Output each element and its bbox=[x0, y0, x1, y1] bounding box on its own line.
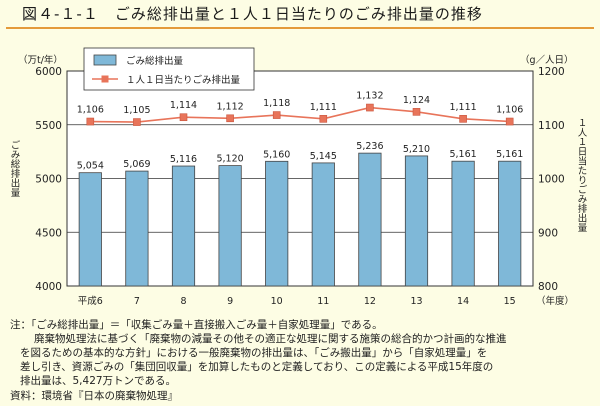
x-tick-label: 15 bbox=[504, 296, 516, 307]
line-point bbox=[319, 115, 328, 123]
left-tick-label: 5000 bbox=[35, 174, 62, 186]
right-tick-label: 1100 bbox=[538, 120, 565, 132]
x-tick-label: 12 bbox=[364, 296, 376, 307]
bar-value-label: 5,236 bbox=[356, 141, 383, 152]
left-tick-label: 4000 bbox=[35, 281, 62, 293]
x-tick-label: 13 bbox=[410, 296, 422, 307]
x-tick-label: 平成6 bbox=[78, 295, 103, 307]
title-rule bbox=[6, 27, 594, 29]
x-tick-label: 10 bbox=[271, 296, 283, 307]
right-tick-label: 1200 bbox=[538, 66, 565, 78]
line-point bbox=[412, 108, 421, 116]
line-point bbox=[505, 117, 514, 126]
bar bbox=[498, 160, 522, 287]
bar bbox=[218, 165, 242, 287]
bar-value-label: 5,054 bbox=[77, 161, 104, 172]
right-axis-unit: （g／人日） bbox=[520, 54, 574, 66]
x-tick-label: 14 bbox=[457, 296, 469, 307]
bar bbox=[125, 170, 149, 287]
legend-bar-swatch bbox=[93, 54, 117, 66]
note-line-3: を図るための基本的な方針」における一般廃棄物の排出量は、「ごみ搬出量」から「自家… bbox=[20, 347, 488, 359]
bar-value-label: 5,069 bbox=[123, 159, 150, 170]
bar-value-label: 5,161 bbox=[449, 149, 476, 160]
line-value-label: 1,111 bbox=[310, 102, 337, 113]
bar-value-label: 5,120 bbox=[216, 154, 243, 165]
note-line-2: 廃棄物処理法に基づく「廃棄物の減量その他その適正な処理に関する施策の総合的かつ計… bbox=[34, 333, 507, 345]
line-point bbox=[366, 103, 374, 112]
line-value-label: 1,118 bbox=[263, 98, 290, 109]
line-value-label: 1,105 bbox=[123, 105, 150, 116]
right-axis-label: １人１日当たりごみ排出量 bbox=[576, 118, 588, 232]
line-point bbox=[179, 113, 188, 122]
legend-line-label: １人１日当たりごみ排出量 bbox=[126, 74, 241, 86]
line-point bbox=[133, 118, 141, 126]
left-tick-label: 4500 bbox=[35, 227, 62, 239]
bar bbox=[451, 160, 475, 287]
line-value-label: 1,114 bbox=[170, 100, 197, 111]
line-value-label: 1,106 bbox=[496, 105, 523, 116]
line-value-label: 1,132 bbox=[356, 91, 383, 102]
bar-value-label: 5,160 bbox=[263, 149, 290, 160]
figure-title: 図４-１-１ ごみ総排出量と１人１日当たりのごみ排出量の推移 bbox=[22, 5, 483, 23]
line-series bbox=[90, 106, 510, 123]
left-axis-label: ごみ総排出量 bbox=[9, 139, 21, 197]
x-axis-unit: （年度） bbox=[536, 295, 574, 307]
bar-value-label: 5,210 bbox=[403, 144, 430, 155]
left-tick-label: 6000 bbox=[35, 66, 62, 78]
combo-chart: 4000 4500 5000 5500 6000 800 900 1000 1100 1200 （万… bbox=[9, 47, 588, 307]
note-line-1: 注：「ごみ総排出量」＝「収集ごみ量＋直接搬入ごみ量＋自家処理量」である。 bbox=[10, 319, 383, 331]
bar bbox=[358, 152, 382, 287]
note-line-5: 排出量は、5,427万トンである。 bbox=[20, 375, 176, 387]
right-tick-label: 900 bbox=[538, 227, 558, 239]
legend-bar-label: ごみ総排出量 bbox=[126, 55, 184, 67]
bar-value-label: 5,145 bbox=[310, 151, 337, 162]
line-value-label: 1,106 bbox=[77, 105, 104, 116]
x-tick-label: 9 bbox=[227, 296, 233, 307]
bar-value-label: 5,116 bbox=[170, 154, 197, 165]
x-tick-label: 11 bbox=[317, 296, 329, 307]
left-tick-label: 5500 bbox=[35, 120, 62, 132]
bar bbox=[311, 162, 335, 287]
line-point bbox=[226, 114, 234, 123]
right-tick-label: 1000 bbox=[538, 174, 565, 186]
bar bbox=[78, 172, 102, 287]
bar bbox=[404, 155, 429, 287]
line-value-label: 1,112 bbox=[216, 101, 243, 112]
bar bbox=[171, 165, 196, 287]
source-note: 資料：環境省『日本の廃棄物処理』 bbox=[10, 390, 178, 402]
x-tick-label: 8 bbox=[180, 296, 186, 307]
bar-value-label: 5,161 bbox=[496, 149, 523, 160]
legend-line-marker bbox=[101, 75, 109, 83]
line-value-label: 1,111 bbox=[449, 102, 476, 113]
line-value-label: 1,124 bbox=[403, 95, 430, 106]
line-point bbox=[86, 117, 95, 126]
right-tick-label: 800 bbox=[538, 281, 558, 293]
left-axis-unit: （万t/年） bbox=[18, 54, 63, 66]
note-line-4: 差し引き、資源ごみの「集団回収量」を加算したものと定義しており、この定義による平… bbox=[20, 361, 494, 373]
bar bbox=[265, 160, 289, 287]
line-point bbox=[272, 111, 281, 119]
line-point bbox=[459, 115, 467, 123]
x-tick-label: 7 bbox=[134, 296, 140, 307]
